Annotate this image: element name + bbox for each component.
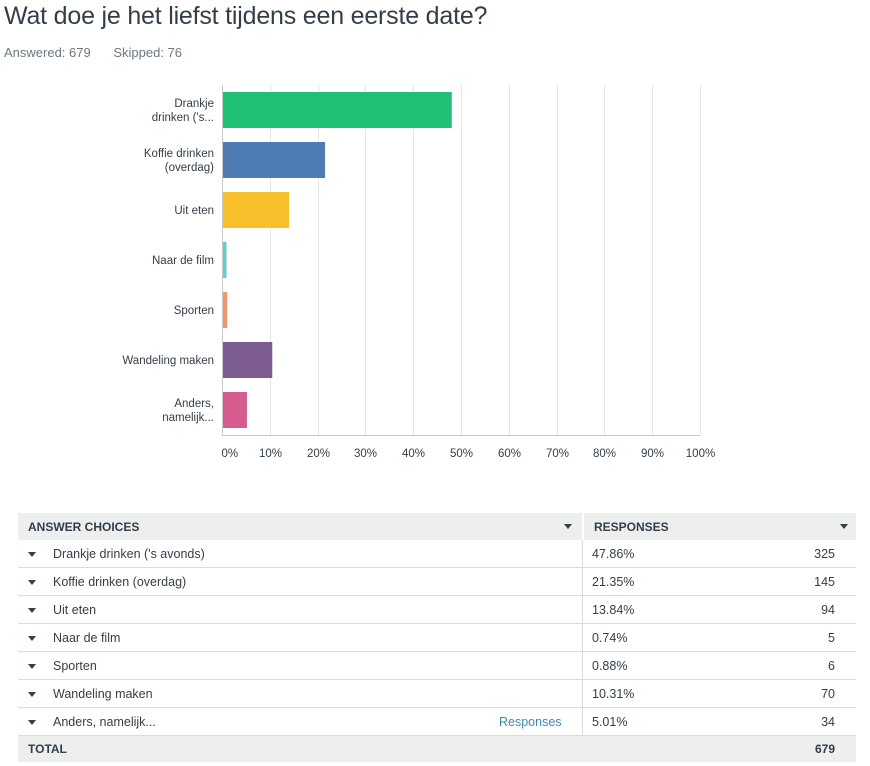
responses-link[interactable]: Responses [499,714,562,729]
response-cell [582,624,856,651]
response-count: 325 [814,546,835,561]
answer-choice-label: Koffie drinken (overdag) [53,574,187,589]
total-count: 679 [814,742,835,756]
category-label: Wandeling maken [122,355,214,367]
x-tick-label: 80% [593,448,616,460]
category-label: namelijk... [162,412,214,424]
total-label: TOTAL [28,742,67,756]
skipped-count: Skipped: 76 [113,45,183,60]
x-tick-label: 30% [354,448,377,460]
x-tick-label: 0% [222,448,239,460]
category-label: (overdag) [165,162,214,174]
sort-choices-caret-icon[interactable] [564,523,572,529]
category-label: Drankje [174,98,214,110]
responses-header[interactable]: RESPONSES [582,513,856,540]
x-tick-label: 20% [307,448,330,460]
x-tick-label: 90% [641,448,664,460]
table-row: Naar de film 0.74% 5 [18,624,856,652]
bar-chart-svg: 0% 10% 20% 30% 40% 50% 60% 70% 80% 90% 100% Drankje… [122,85,715,460]
sort-responses-caret-icon[interactable] [840,523,848,529]
response-cell [582,652,856,679]
answer-choice-label: Uit eten [53,602,97,617]
expand-caret-icon[interactable] [28,663,36,669]
expand-caret-icon[interactable] [28,719,36,725]
question-title: Wat doe je het liefst tijdens een eerste… [4,2,488,30]
expand-caret-icon[interactable] [28,635,36,641]
table-row: Uit eten 13.84% 94 [18,596,856,624]
answer-choices-header[interactable]: ANSWER CHOICES [18,513,582,540]
response-percent: 5.01% [592,714,628,729]
x-tick-label: 40% [402,448,425,460]
response-count: 6 [828,658,835,673]
x-tick-label: 10% [259,448,282,460]
expand-caret-icon[interactable] [28,551,36,557]
category-label: Koffie drinken [144,148,214,160]
category-label: Anders, [174,398,214,410]
bar-chart: 0% 10% 20% 30% 40% 50% 60% 70% 80% 90% 100% Drankje… [0,80,870,480]
response-percent: 13.84% [592,602,635,617]
table-row: Koffie drinken (overdag) 21.35% 145 [18,568,856,596]
response-percent: 10.31% [592,686,635,701]
x-tick-label: 60% [498,448,521,460]
category-label: Naar de film [152,255,214,267]
table-row: Drankje drinken ('s avonds) 47.86% 325 [18,540,856,568]
response-cell [582,680,856,707]
response-count: 70 [821,686,835,701]
x-tick-label: 50% [450,448,473,460]
table-row: Wandeling maken 10.31% 70 [18,680,856,708]
bar [223,192,290,228]
response-cell [582,540,856,567]
expand-caret-icon[interactable] [28,691,36,697]
bar [223,242,227,278]
response-cell [582,568,856,595]
answer-choices-header-label: ANSWER CHOICES [28,519,140,534]
answer-choice-label: Wandeling maken [53,686,153,701]
response-percent: 0.88% [592,658,628,673]
table-row: Anders, namelijk... Responses 5.01% 34 [18,708,856,736]
bar [223,392,247,428]
response-percent: 47.86% [592,546,635,561]
responses-header-label: RESPONSES [594,519,669,534]
expand-caret-icon[interactable] [28,579,36,585]
response-cell [582,708,856,735]
table-row: Sporten 0.88% 6 [18,652,856,680]
bar [223,142,326,178]
bar [223,92,452,128]
expand-caret-icon[interactable] [28,607,36,613]
category-label: Sporten [174,305,214,317]
response-percent: 21.35% [592,574,635,589]
table-body: Drankje drinken ('s avonds) 47.86% 325 Koff… [18,540,856,736]
bar [223,292,228,328]
response-stats: Answered: 679 Skipped: 76 [4,45,201,60]
answer-table: ANSWER CHOICES RESPONSES Drankje drinken… [18,513,856,762]
category-label: Uit eten [174,205,214,217]
bar [223,342,273,378]
response-count: 5 [828,630,835,645]
answer-choice-label: Sporten [53,658,97,673]
response-count: 145 [814,574,835,589]
answer-choice-label: Naar de film [53,630,121,645]
response-count: 94 [821,602,835,617]
category-label: drinken ('s... [152,112,214,124]
response-count: 34 [821,714,835,729]
x-tick-label: 100% [686,448,715,460]
table-header: ANSWER CHOICES RESPONSES [18,513,856,540]
answered-count: Answered: 679 [4,45,91,60]
answer-choice-label: Anders, namelijk... [53,714,156,729]
response-cell [582,596,856,623]
total-row: TOTAL 679 [18,736,856,762]
answer-choice-label: Drankje drinken ('s avonds) [53,546,205,561]
x-tick-label: 70% [546,448,569,460]
response-percent: 0.74% [592,630,628,645]
